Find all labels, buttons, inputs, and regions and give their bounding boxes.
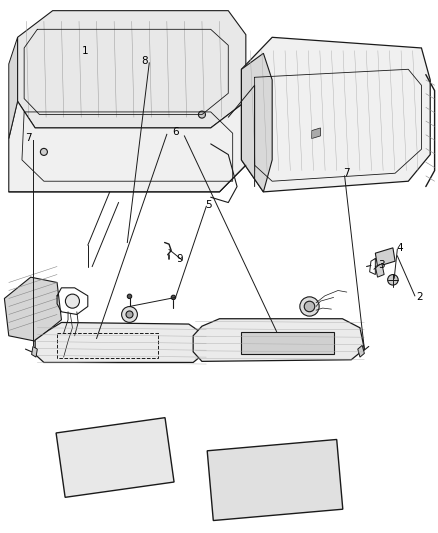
- Polygon shape: [241, 53, 272, 192]
- Text: 8: 8: [141, 56, 148, 66]
- Bar: [56, 418, 173, 497]
- Circle shape: [171, 295, 175, 300]
- Polygon shape: [374, 248, 394, 266]
- Text: 7: 7: [25, 133, 32, 142]
- Polygon shape: [374, 264, 383, 277]
- Polygon shape: [35, 322, 206, 362]
- Polygon shape: [357, 345, 364, 357]
- Circle shape: [121, 306, 137, 322]
- Circle shape: [127, 294, 131, 298]
- Circle shape: [304, 301, 314, 312]
- Polygon shape: [241, 37, 429, 192]
- Text: 2: 2: [415, 293, 422, 302]
- Text: 4: 4: [395, 243, 402, 253]
- Text: 6: 6: [172, 127, 179, 137]
- Circle shape: [65, 294, 79, 308]
- Polygon shape: [9, 37, 18, 139]
- Polygon shape: [241, 332, 333, 354]
- Text: 3: 3: [378, 261, 385, 270]
- Polygon shape: [311, 128, 320, 139]
- Polygon shape: [18, 11, 245, 128]
- Circle shape: [198, 111, 205, 118]
- Text: 7: 7: [343, 168, 350, 178]
- Circle shape: [126, 311, 133, 318]
- Circle shape: [40, 148, 47, 156]
- Polygon shape: [32, 346, 37, 357]
- Text: 9: 9: [176, 254, 183, 263]
- Polygon shape: [9, 101, 245, 192]
- Text: 1: 1: [82, 46, 89, 55]
- Circle shape: [387, 274, 397, 285]
- Polygon shape: [4, 277, 61, 341]
- Polygon shape: [193, 319, 364, 361]
- Bar: [207, 440, 342, 521]
- Text: 5: 5: [205, 200, 212, 210]
- Circle shape: [299, 297, 318, 316]
